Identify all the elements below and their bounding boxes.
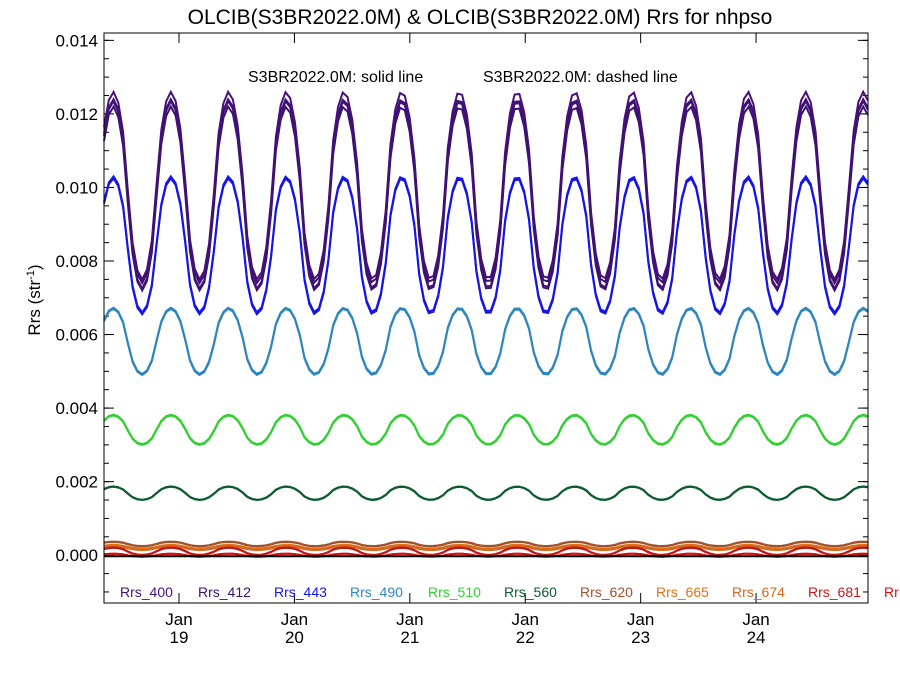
x-tick-month: Jan bbox=[396, 610, 423, 629]
y-axis-label-sup: -1 bbox=[25, 270, 37, 280]
series-line-dashed-rrs_412 bbox=[103, 97, 869, 286]
x-tick-month: Jan bbox=[742, 610, 769, 629]
x-tick-year: 20 bbox=[285, 628, 304, 647]
legend-entry-rrs_674: Rrs_674 bbox=[732, 584, 785, 600]
x-tick-year: 21 bbox=[400, 628, 419, 647]
y-tick-label: 0.000 bbox=[55, 546, 98, 565]
y-ticks: 0.000 0.002 0.004 0.006 0.008 0.010 0.012 0.014 bbox=[55, 31, 868, 593]
legend-entry-rrs_510: Rrs_510 bbox=[428, 584, 481, 600]
chart-title: OLCIB(S3BR2022.0M) & OLCIB(S3BR2022.0M) … bbox=[188, 6, 773, 29]
legend-entry-rrs_400: Rrs_400 bbox=[120, 584, 173, 600]
legend: Rrs_400 Rrs_412 Rrs_443 Rrs_490 Rrs_510 Rrs_5… bbox=[120, 584, 899, 600]
legend-entry-rrs_665: Rrs_665 bbox=[656, 584, 709, 600]
y-tick-label: 0.006 bbox=[55, 326, 98, 345]
series-line-rrs_490 bbox=[103, 307, 869, 377]
y-axis-label: Rrs (str-1) bbox=[25, 264, 44, 335]
series-line-dashed-rrs_490 bbox=[103, 306, 869, 376]
legend-entry-rr: Rr bbox=[884, 584, 899, 600]
annotation-dashed: S3BR2022.0M: dashed line bbox=[483, 69, 678, 86]
legend-entry-rrs_620: Rrs_620 bbox=[580, 584, 633, 600]
x-tick-year: 24 bbox=[747, 628, 766, 647]
series-line-rrs_443 bbox=[103, 176, 869, 317]
legend-entry-rrs_412: Rrs_412 bbox=[198, 584, 251, 600]
series-line-dashed-rrs_681 bbox=[103, 546, 869, 556]
x-tick-year: 22 bbox=[516, 628, 535, 647]
annotation-solid: S3BR2022.0M: solid line bbox=[248, 69, 423, 86]
legend-entry-rrs_560: Rrs_560 bbox=[504, 584, 557, 600]
y-tick-label: 0.012 bbox=[55, 105, 98, 124]
y-tick-label: 0.008 bbox=[55, 252, 98, 271]
x-tick-month: Jan bbox=[281, 610, 308, 629]
y-tick-label: 0.004 bbox=[55, 399, 98, 418]
legend-entry-rrs_490: Rrs_490 bbox=[350, 584, 403, 600]
plot-frame bbox=[103, 32, 869, 604]
x-tick-year: 19 bbox=[170, 628, 189, 647]
y-tick-label: 0.002 bbox=[55, 473, 98, 492]
series-line-dashed-rrs_620 bbox=[103, 540, 869, 548]
y-tick-label: 0.014 bbox=[55, 31, 98, 50]
series-line-dashed-rrs_674 bbox=[103, 544, 869, 551]
legend-entry-rrs_681: Rrs_681 bbox=[808, 584, 861, 600]
x-tick-year: 23 bbox=[631, 628, 650, 647]
y-tick-label: 0.010 bbox=[55, 178, 98, 197]
x-tick-month: Jan bbox=[165, 610, 192, 629]
x-tick-month: Jan bbox=[512, 610, 539, 629]
series-line-dashed-rrs_665 bbox=[103, 543, 869, 550]
series-line-rrs_412 bbox=[103, 104, 869, 293]
series-line-dashed-rrs_443 bbox=[103, 174, 869, 315]
x-tick-month: Jan bbox=[627, 610, 654, 629]
series-line-dashed-rrs_510 bbox=[103, 413, 869, 446]
series-line-dashed-rrs_560 bbox=[103, 485, 869, 501]
series-lines bbox=[103, 89, 869, 558]
legend-entry-rrs_443: Rrs_443 bbox=[274, 584, 327, 600]
